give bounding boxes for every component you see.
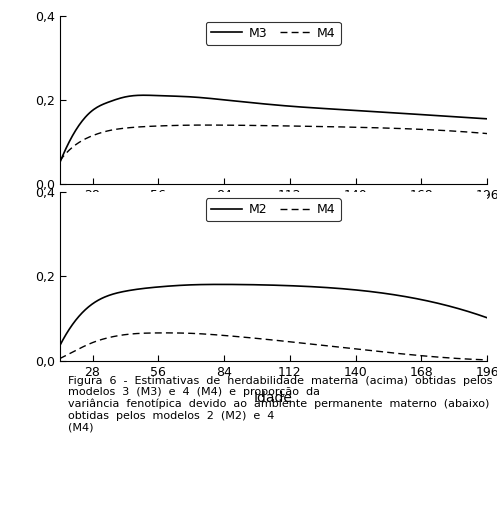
X-axis label: Idade: Idade <box>254 391 293 405</box>
X-axis label: Idade: Idade <box>254 215 293 229</box>
Legend: M3, M4: M3, M4 <box>206 22 341 45</box>
Legend: M2, M4: M2, M4 <box>206 199 341 221</box>
Text: Figura  6  -  Estimativas  de  herdabilidade  materna  (acima)  obtidas  pelos  : Figura 6 - Estimativas de herdabilidade … <box>68 375 496 433</box>
